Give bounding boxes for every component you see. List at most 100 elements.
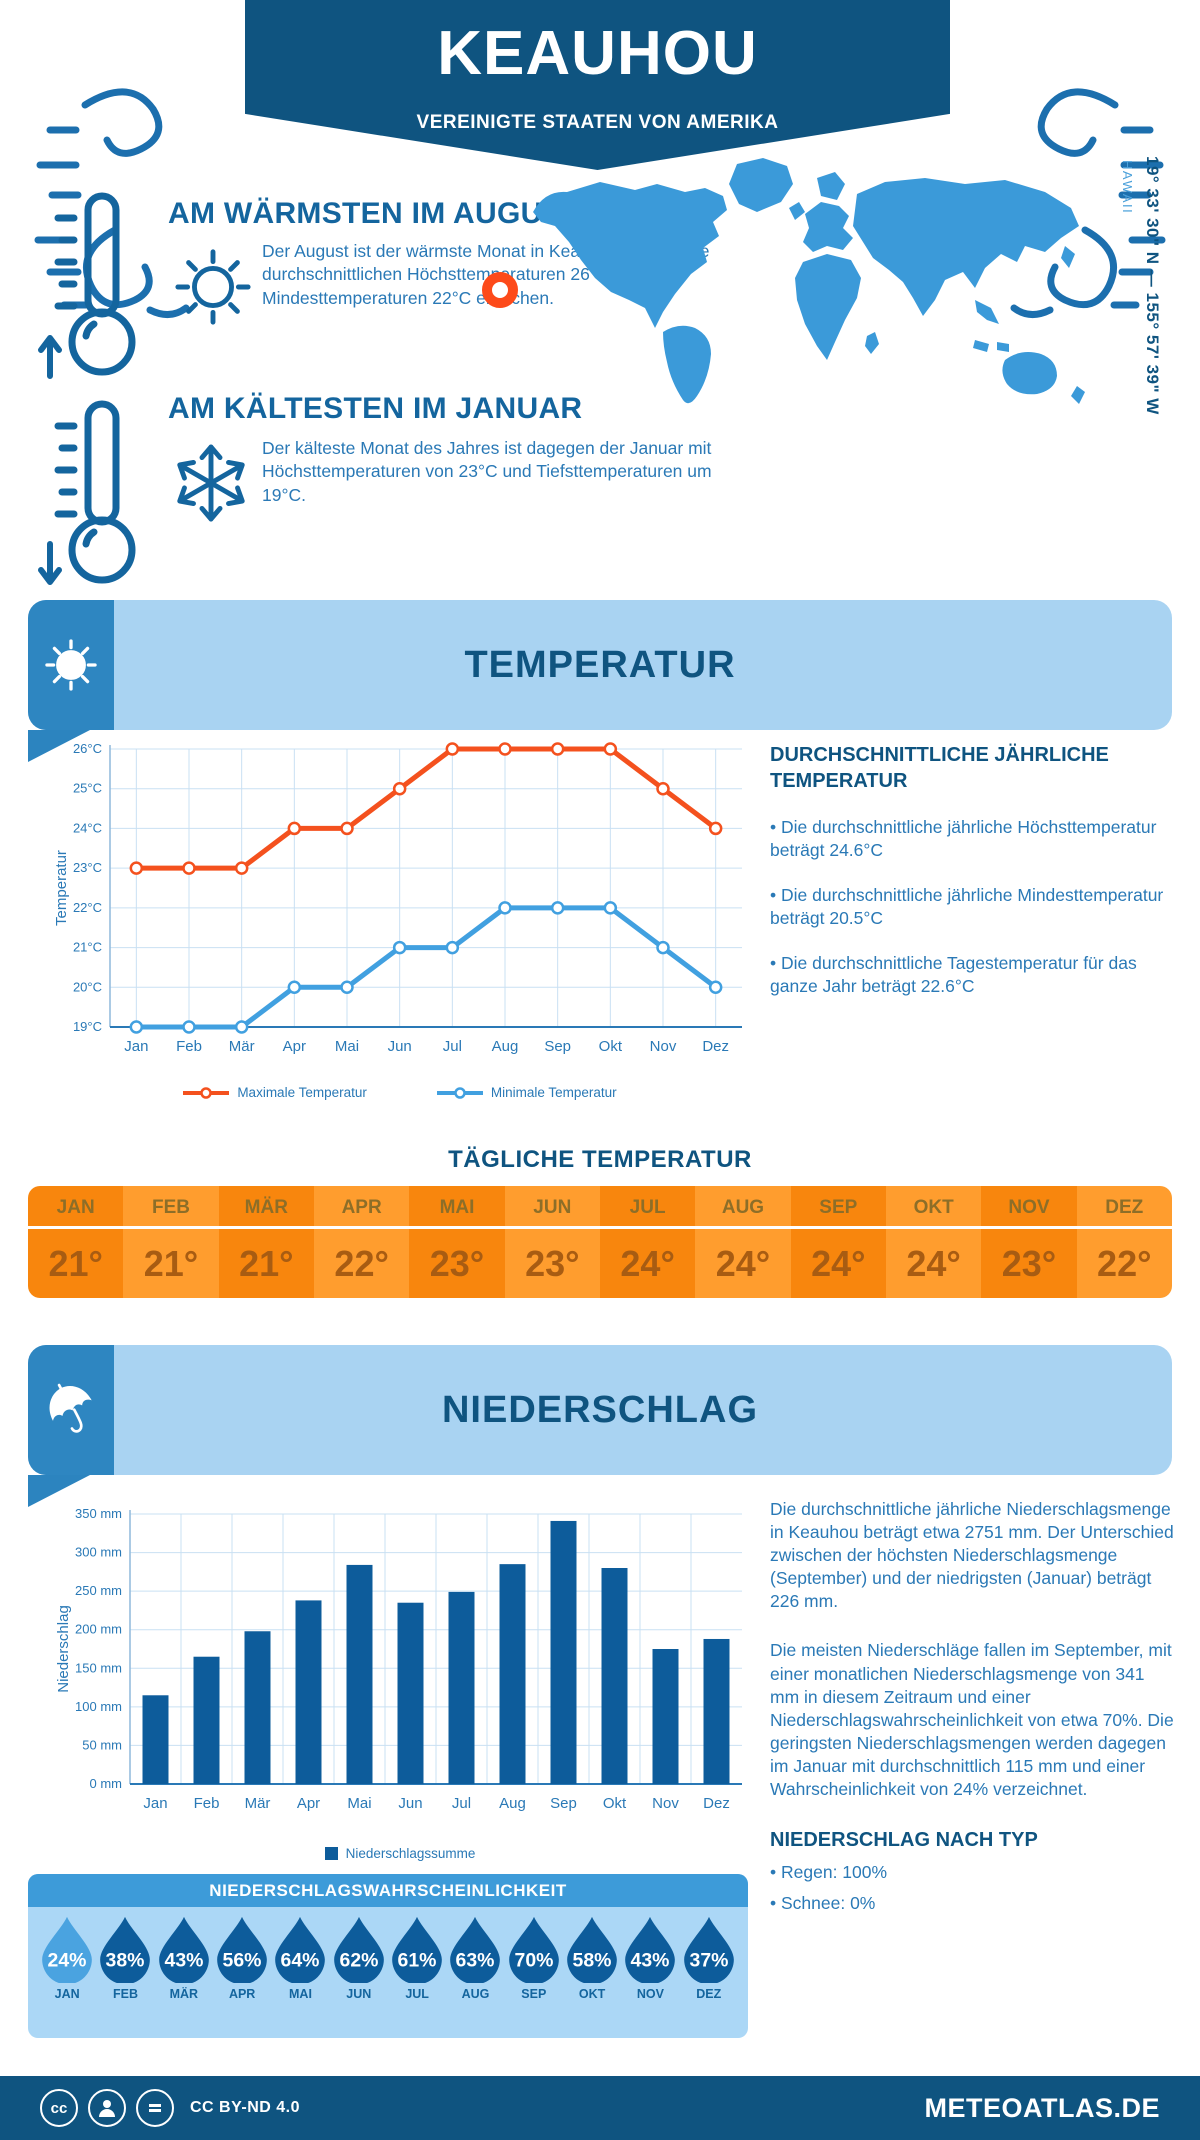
cc-icon: cc xyxy=(40,2089,78,2127)
table-column: NOV 23° xyxy=(981,1186,1077,1298)
svg-text:Okt: Okt xyxy=(603,1795,627,1812)
svg-text:Jul: Jul xyxy=(443,1038,462,1055)
droplet-icon: 63% xyxy=(450,1916,501,1983)
daily-table-title: TÄGLICHE TEMPERATUR xyxy=(448,1146,752,1173)
table-month-header: JUN xyxy=(504,1186,600,1229)
svg-text:21°C: 21°C xyxy=(73,940,102,955)
svg-text:0 mm: 0 mm xyxy=(90,1776,123,1791)
droplet-icon: 43% xyxy=(158,1916,209,1983)
temperature-section-banner: TEMPERATUR xyxy=(28,600,1172,730)
wind-icon xyxy=(1010,88,1166,318)
probability-cell: 64% MAI xyxy=(271,1915,329,2001)
svg-text:Jan: Jan xyxy=(143,1795,167,1812)
table-month-header: MAI xyxy=(409,1186,505,1229)
svg-text:250 mm: 250 mm xyxy=(75,1583,122,1598)
table-column: JAN 21° xyxy=(28,1186,124,1298)
table-column: APR 22° xyxy=(313,1186,410,1298)
droplet-icon: 24% xyxy=(42,1916,92,1983)
site-name: METEOATLAS.DE xyxy=(924,2092,1160,2123)
probability-cell: 43% NOV xyxy=(621,1915,679,2001)
stat-bullet: Die durchschnittliche Tagestemperatur fü… xyxy=(770,952,1174,998)
droplet-icon: 64% xyxy=(275,1916,326,1983)
svg-text:Mai: Mai xyxy=(335,1038,359,1055)
probability-month-label: NOV xyxy=(636,1987,664,2001)
svg-text:Niederschlag: Niederschlag xyxy=(55,1605,72,1693)
svg-text:Jul: Jul xyxy=(452,1795,471,1812)
warmest-title: AM WÄRMSTEN IM AUGUST xyxy=(168,197,582,230)
table-month-header: AUG xyxy=(695,1186,791,1229)
table-column: SEP 24° xyxy=(790,1186,886,1298)
droplet-icon: 56% xyxy=(217,1916,267,1983)
table-month-header: APR xyxy=(313,1186,410,1229)
svg-text:24°C: 24°C xyxy=(73,820,102,835)
banner-band xyxy=(28,600,114,730)
temperature-line-chart: 19°C 20°C 21°C 22°C 23°C 24°C 25°C 26°C Jan Feb Mä… xyxy=(53,741,742,1055)
precipitation-bar-chart: 0 mm 50 mm 100 mm 150 mm 200 mm 250 mm 300 mm 3… xyxy=(55,1506,742,1812)
svg-text:43%: 43% xyxy=(631,1950,670,1972)
svg-text:Dez: Dez xyxy=(703,1795,730,1812)
banner-tail xyxy=(28,1475,90,1507)
person-icon xyxy=(88,2089,126,2127)
probability-cell: 24% JAN xyxy=(38,1915,96,2001)
table-value: 22° xyxy=(1097,1242,1152,1284)
probability-panel: NIEDERSCHLAGSWAHRSCHEINLICHKEIT 24% JAN 38… xyxy=(28,1874,748,2038)
probability-cell: 38% FEB xyxy=(96,1915,154,2001)
probability-cell: 63% AUG xyxy=(446,1915,504,2001)
svg-text:Jun: Jun xyxy=(388,1038,412,1055)
table-value: 24° xyxy=(906,1242,961,1284)
table-month-header: FEB xyxy=(123,1186,219,1229)
table-month-header: OKT xyxy=(885,1186,982,1229)
svg-text:64%: 64% xyxy=(281,1950,320,1972)
probability-month-label: JAN xyxy=(54,1987,80,2001)
svg-text:Nov: Nov xyxy=(652,1795,679,1812)
probability-month-label: OKT xyxy=(578,1987,606,2001)
svg-text:Okt: Okt xyxy=(599,1038,623,1055)
daily-temperature-table: JAN 21° FEB 21° MÄR 21° APR 22° MAI 23° JUN 23° JUL 2… xyxy=(28,1186,1172,1298)
stat-bullet: Die durchschnittliche jährliche Mindestt… xyxy=(770,884,1174,930)
table-month-header: SEP xyxy=(790,1186,886,1229)
coldest-title: AM KÄLTESTEN IM JANUAR xyxy=(168,392,583,425)
table-value: 21° xyxy=(48,1242,103,1284)
svg-text:Feb: Feb xyxy=(176,1038,202,1055)
temperature-section-title: TEMPERATUR xyxy=(464,643,736,686)
precipitation-paragraph: Die meisten Niederschläge fallen im Sept… xyxy=(770,1640,1174,1800)
svg-text:300 mm: 300 mm xyxy=(75,1545,122,1560)
probability-month-label: DEZ xyxy=(696,1987,722,2001)
probability-cell: 37% DEZ xyxy=(680,1915,738,2001)
droplet-icon: 70% xyxy=(508,1916,559,1983)
svg-text:22°C: 22°C xyxy=(73,900,102,915)
svg-text:50 mm: 50 mm xyxy=(82,1737,122,1752)
page-title: KEAUHOU xyxy=(437,19,758,88)
svg-text:25°C: 25°C xyxy=(73,781,102,796)
svg-text:23°C: 23°C xyxy=(73,860,102,875)
probability-month-label: MAI xyxy=(289,1987,312,2001)
table-column: OKT 24° xyxy=(885,1186,982,1298)
probability-month-label: JUL xyxy=(405,1987,429,2001)
droplet-icon: 62% xyxy=(333,1916,384,1983)
svg-text:Dez: Dez xyxy=(702,1038,729,1055)
legend-label: Minimale Temperatur xyxy=(490,1085,617,1100)
svg-text:150 mm: 150 mm xyxy=(75,1660,122,1675)
region-label: HAWAII xyxy=(1120,160,1135,215)
stat-bullet: Die durchschnittliche jährliche Höchstte… xyxy=(770,816,1174,862)
svg-text:Jan: Jan xyxy=(124,1038,148,1055)
svg-text:26°C: 26°C xyxy=(73,741,102,756)
table-column: DEZ 22° xyxy=(1076,1186,1172,1298)
table-value: 22° xyxy=(334,1242,389,1284)
svg-text:56%: 56% xyxy=(223,1950,262,1972)
probability-month-label: SEP xyxy=(521,1987,547,2001)
table-column: MAI 23° xyxy=(409,1186,505,1298)
svg-text:Aug: Aug xyxy=(492,1038,519,1055)
table-month-header: MÄR xyxy=(218,1186,314,1229)
table-column: JUN 23° xyxy=(504,1186,600,1298)
svg-text:Sep: Sep xyxy=(550,1795,577,1812)
license-group: cc CC BY-ND 4.0 xyxy=(40,2089,300,2127)
legend-item: Maximale Temperatur xyxy=(183,1085,367,1100)
coldest-text: Der kälteste Monat des Jahres ist dagege… xyxy=(262,438,712,505)
table-value: 21° xyxy=(239,1242,294,1284)
probability-cell: 58% OKT xyxy=(563,1915,621,2001)
svg-text:37%: 37% xyxy=(689,1950,728,1972)
probability-month-label: MÄR xyxy=(169,1987,199,2001)
probability-month-label: APR xyxy=(228,1987,256,2001)
precipitation-text-column: Die durchschnittliche jährliche Niedersc… xyxy=(770,1498,1174,1915)
